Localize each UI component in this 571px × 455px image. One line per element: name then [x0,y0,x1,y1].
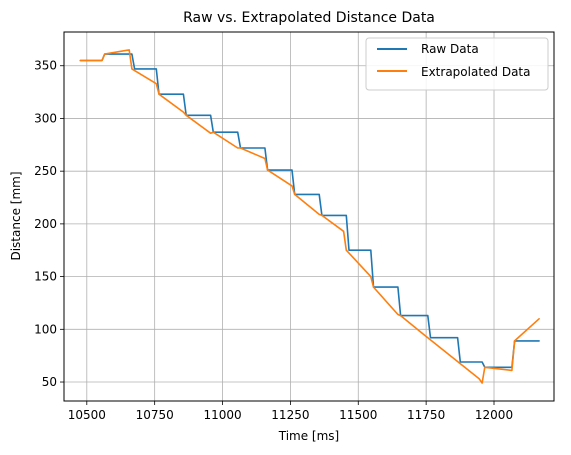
y-tick-label: 250 [34,164,57,178]
series-line-raw-data [79,53,540,369]
legend-label-extrapolated-data: Extrapolated Data [421,65,531,79]
grid [64,32,554,401]
legend-label-raw-data: Raw Data [421,42,479,56]
y-tick-label: 200 [34,217,57,231]
x-axis: 10500 10750 11000 11250 11500 11750 12000 [68,401,513,422]
legend: Raw Data Extrapolated Data [365,37,549,91]
plot-frame [63,31,555,402]
x-tick-label: 11250 [271,408,309,422]
x-tick-label: 10500 [68,408,106,422]
y-tick-label: 100 [34,322,57,336]
legend-box [365,37,549,91]
y-axis-label: Distance [mm] [9,171,23,260]
y-axis: 50 100 150 200 250 300 350 [34,59,64,389]
y-tick-label: 300 [34,111,57,125]
x-tick-label: 10750 [136,408,174,422]
y-tick-label: 150 [34,270,57,284]
y-tick-label: 350 [34,59,57,73]
x-tick-label: 11500 [339,408,377,422]
x-tick-label: 11750 [407,408,445,422]
series-layer [79,49,540,384]
chart-title: Raw vs. Extrapolated Distance Data [183,10,435,26]
x-tick-label: 11000 [203,408,241,422]
y-tick-label: 50 [42,375,57,389]
x-tick-label: 12000 [475,408,513,422]
x-axis-label: Time [ms] [278,429,340,443]
series-line-extrapolated-data [79,49,540,384]
